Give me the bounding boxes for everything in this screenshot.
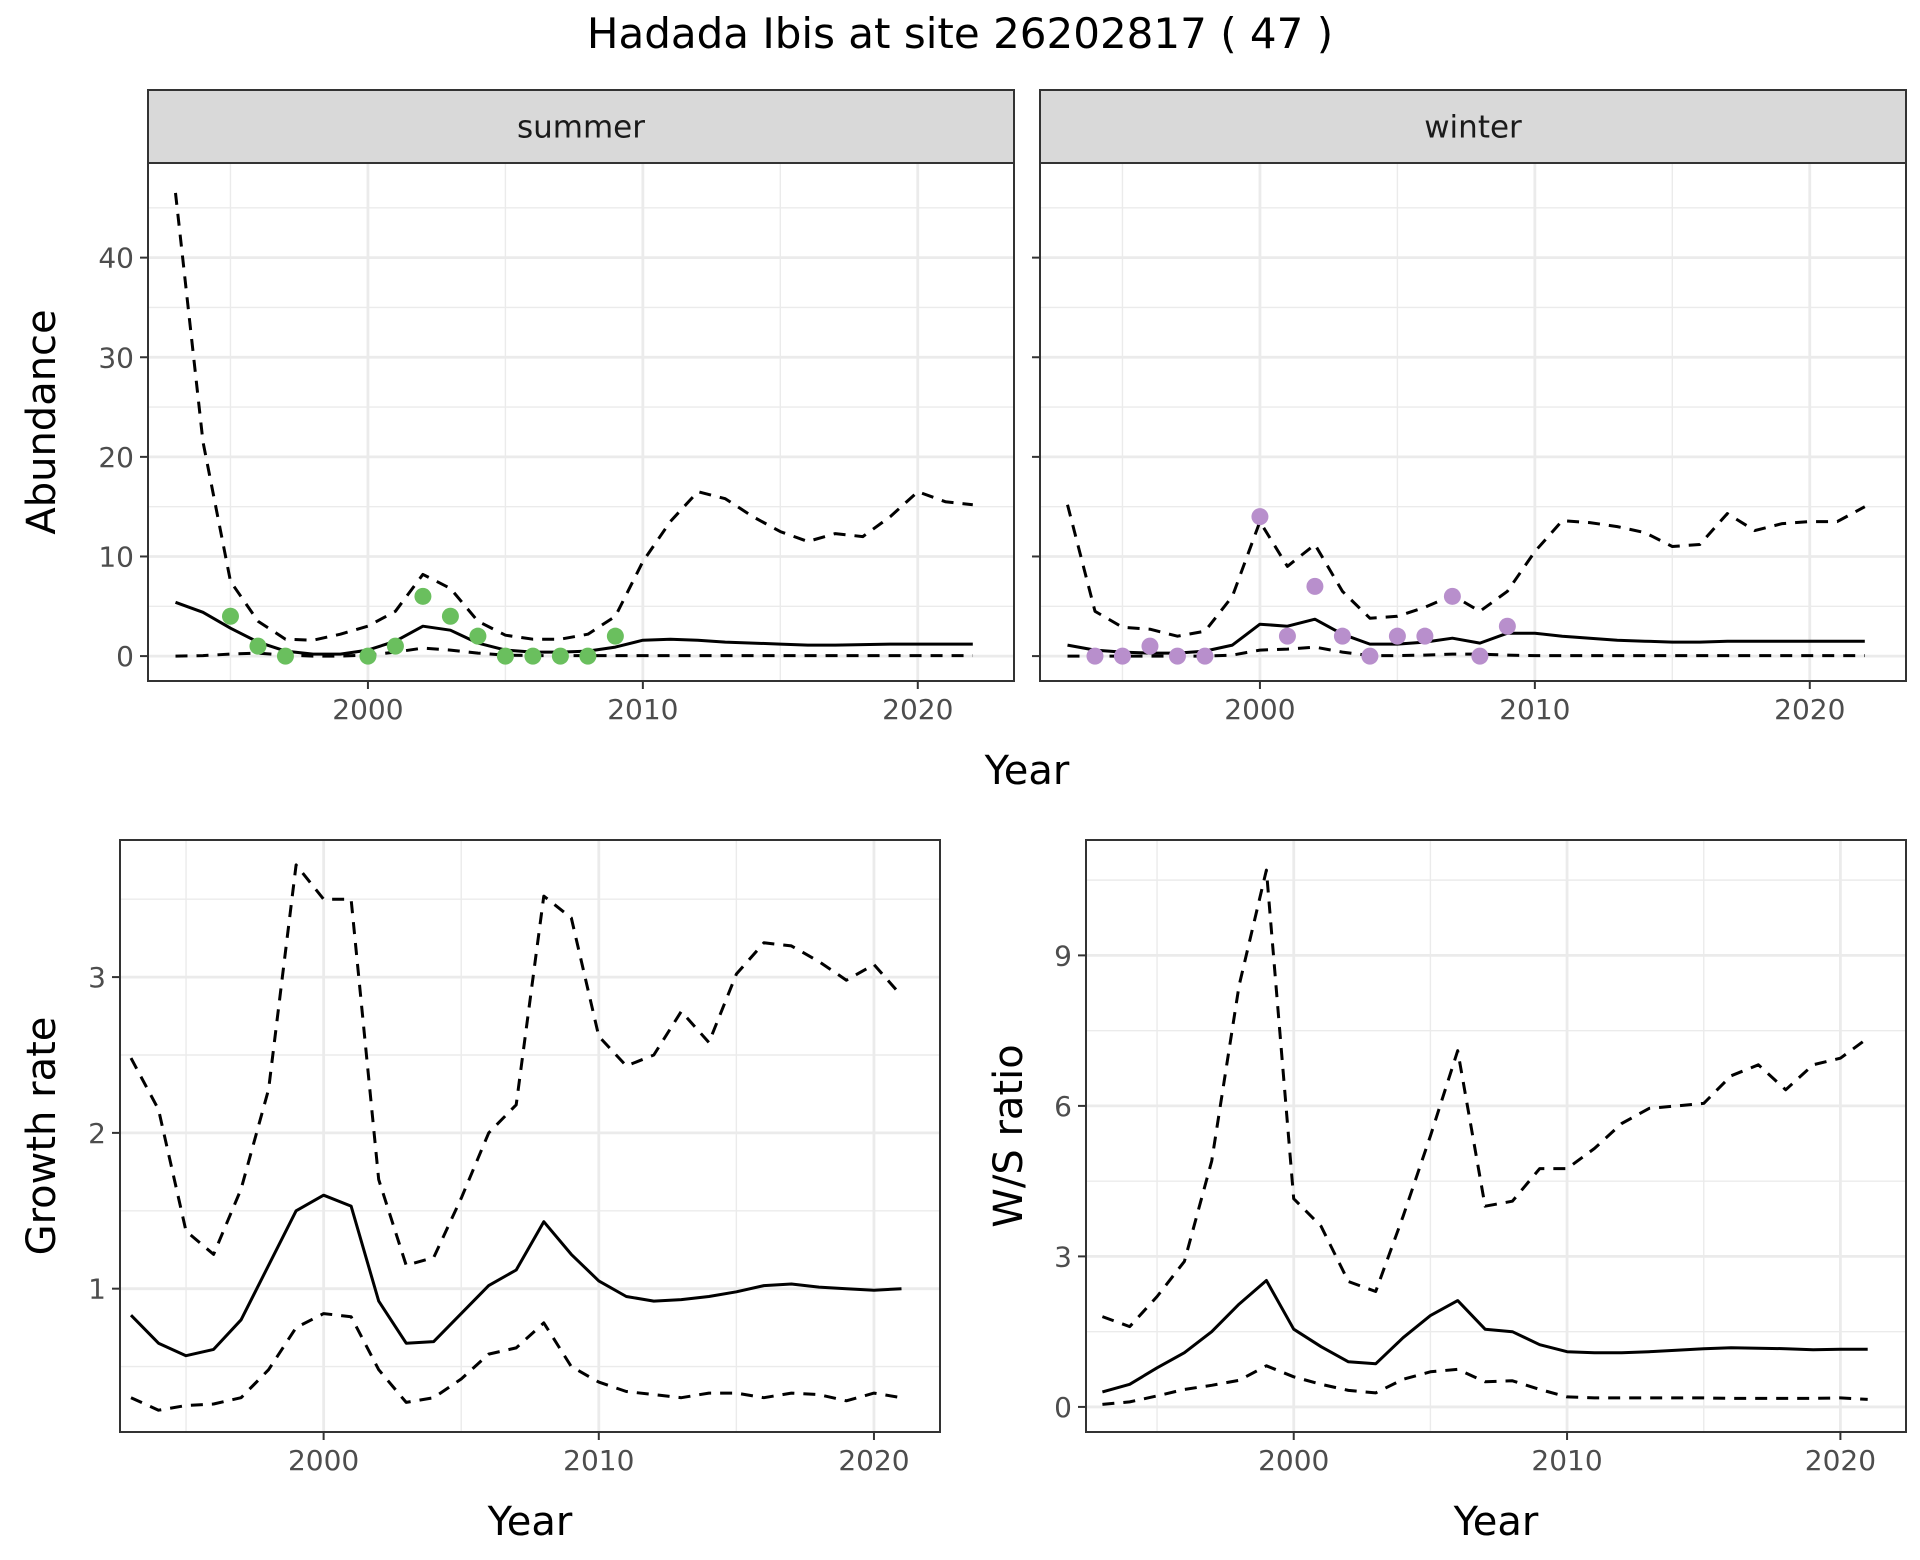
data-point [524, 647, 542, 665]
data-point [1416, 627, 1434, 645]
y-axis-title: Abundance [19, 309, 65, 534]
y-tick-label: 0 [116, 640, 134, 673]
panel-background [120, 840, 940, 1432]
y-tick-label: 20 [98, 441, 134, 474]
series-line-upper [1101, 868, 1869, 1329]
series-line-estimate [1101, 1279, 1868, 1394]
series-line-estimate [174, 600, 973, 656]
panel-0: summer 2000 2010 2020 0 10 20 30 40 Abundance [19, 89, 1015, 726]
data-point [1443, 587, 1461, 605]
x-tick-label: 2020 [1805, 1444, 1876, 1477]
x-tick-label: 2010 [1531, 1444, 1602, 1477]
y-tick-label: 30 [98, 341, 134, 374]
panel-background [1086, 840, 1906, 1432]
y-tick-label: 3 [1054, 1240, 1072, 1273]
x-tick-label: 2010 [1499, 693, 1570, 726]
data-point [221, 607, 239, 625]
panel-3: 2000 2010 2020 0 3 6 9 W/S ratio Year [986, 839, 1907, 1545]
facet-x-axis-title: Year [984, 748, 1070, 794]
data-point [386, 637, 404, 655]
data-point [1333, 627, 1351, 645]
data-point [1168, 647, 1186, 665]
series-line-lower [1102, 1364, 1868, 1406]
series-line-lower [175, 646, 973, 658]
data-point [1306, 577, 1324, 595]
data-point [1471, 647, 1489, 665]
gridlines [120, 840, 940, 1432]
gridlines [1040, 163, 1906, 681]
x-tick-label: 2010 [607, 693, 678, 726]
data-point [1141, 637, 1159, 655]
data-point [1196, 647, 1214, 665]
x-axis-title: Year [487, 1499, 573, 1545]
y-axis-title: Growth rate [19, 1017, 65, 1256]
data-point [551, 647, 569, 665]
facet-strip [1039, 89, 1907, 164]
data-point [249, 637, 267, 655]
panel-border [119, 839, 941, 1433]
data-point [1388, 627, 1406, 645]
data-point [469, 627, 487, 645]
x-tick-label: 2000 [288, 1444, 359, 1477]
y-tick-label: 40 [98, 242, 134, 275]
data-point [1361, 647, 1379, 665]
x-tick-label: 2020 [1774, 693, 1845, 726]
series-line-upper [129, 863, 903, 1267]
panel-background [148, 163, 1014, 681]
data-point [359, 647, 377, 665]
y-tick-label: 10 [98, 540, 134, 573]
series-line-lower [130, 1312, 902, 1412]
gridlines [1086, 840, 1906, 1432]
x-tick-label: 2000 [1258, 1444, 1329, 1477]
x-axis-title: Year [1453, 1499, 1539, 1545]
y-tick-label: 1 [88, 1273, 106, 1306]
y-tick-label: 0 [1054, 1391, 1072, 1424]
facet-label: summer [517, 110, 645, 146]
data-point [606, 627, 624, 645]
series-line-upper [174, 192, 973, 642]
figure-title: Hadada Ibis at site 26202817 ( 47 ) [587, 9, 1333, 58]
panel-2: 2000 2010 2020 1 2 3 Growth rate Year [19, 839, 941, 1545]
data-point [1498, 617, 1516, 635]
x-tick-label: 2010 [563, 1444, 634, 1477]
data-point [1278, 627, 1296, 645]
series-line-upper [1066, 504, 1866, 638]
data-point [414, 587, 432, 605]
data-point [496, 647, 514, 665]
x-tick-label: 2020 [882, 693, 953, 726]
facet-strip [147, 89, 1015, 164]
data-point [1113, 647, 1131, 665]
data-point [579, 647, 597, 665]
y-tick-label: 2 [88, 1117, 106, 1150]
facet-label: winter [1424, 110, 1522, 146]
panel-border [1085, 839, 1907, 1433]
x-tick-label: 2000 [1224, 693, 1295, 726]
y-tick-label: 9 [1054, 939, 1072, 972]
y-tick-label: 3 [88, 961, 106, 994]
data-point [276, 647, 294, 665]
y-tick-label: 6 [1054, 1090, 1072, 1123]
data-point [1251, 508, 1269, 526]
series-line-estimate [129, 1193, 902, 1358]
data-point [441, 607, 459, 625]
panel-background [1040, 163, 1906, 681]
panel-1: winter 2000 2010 2020 [1032, 89, 1907, 726]
x-tick-label: 2000 [332, 693, 403, 726]
y-axis-title: W/S ratio [986, 1044, 1032, 1227]
data-point [1086, 647, 1104, 665]
x-tick-label: 2020 [838, 1444, 909, 1477]
